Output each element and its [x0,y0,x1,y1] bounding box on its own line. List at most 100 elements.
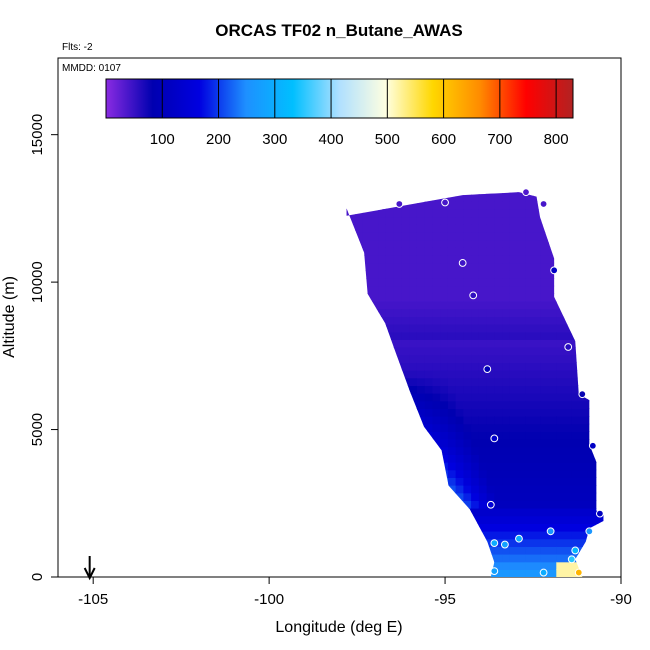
field-cell [595,477,604,486]
field-cell [478,462,488,471]
field-cell [432,270,441,279]
field-cell [564,515,573,524]
field-cell [502,508,511,517]
field-cell [409,508,418,517]
field-cell [455,270,464,279]
field-cell [517,255,526,264]
field-cell [556,192,565,195]
field-cell [602,354,604,363]
field-cell [540,393,550,402]
field-cell [385,216,395,225]
field-cell [432,362,441,371]
field-cell [587,377,596,386]
field-cell [346,339,348,348]
field-cell [486,554,495,563]
field-cell [494,209,503,218]
field-cell [587,201,596,210]
field-cell [486,192,495,195]
field-cell [362,278,371,287]
field-cell [385,439,395,448]
field-cell [494,546,503,555]
field-cell [579,500,588,509]
field-cell [401,538,410,547]
field-cell [432,377,441,386]
field-cell [564,285,573,294]
field-cell [486,515,495,524]
field-cell [587,347,596,356]
field-cell [517,393,526,402]
field-cell [602,247,604,256]
field-cell [595,192,604,195]
field-cell [517,408,526,417]
field-cell [595,462,604,471]
field-cell [362,439,371,448]
field-cell [432,508,441,517]
field-cell [393,485,402,494]
field-cell [602,569,604,577]
field-cell [347,239,356,248]
field-cell [525,301,534,310]
field-cell [362,431,371,440]
field-cell [494,377,503,386]
field-cell [502,515,511,524]
field-cell [510,178,518,186]
x-tick-label: -95 [434,591,456,608]
field-cell [424,354,433,363]
field-cell [447,247,457,256]
field-cell [478,224,488,233]
field-cell [517,247,526,256]
field-cell [370,193,379,202]
field-cell [355,270,364,279]
field-cell [610,247,618,255]
field-cell [579,192,588,195]
field-cell [401,385,410,394]
field-cell [455,485,464,494]
field-cell [471,515,480,524]
field-cell [409,278,418,287]
field-cell [401,416,410,425]
field-cell [587,209,596,218]
field-cell [548,232,557,241]
field-cell [346,492,348,501]
field-cell [378,423,387,432]
field-cell [378,554,387,563]
field-cell [525,508,534,517]
field-cell [401,523,410,532]
field-cell [556,569,565,577]
field-cell [378,347,387,356]
field-cell [378,515,387,524]
field-cell [517,301,526,310]
field-cell [416,339,426,348]
field-cell [378,247,387,256]
field-cell [355,500,364,509]
field-cell [540,347,550,356]
field-cell [416,554,426,563]
field-cell [432,446,441,455]
field-cell [564,293,573,302]
field-cell [401,554,410,563]
field-cell [533,554,542,563]
field-cell [478,270,488,279]
field-cell [525,331,534,340]
field-cell [540,538,550,547]
observation-point [515,534,523,543]
field-cell [502,278,511,287]
field-cell [401,439,410,448]
field-cell [471,385,480,394]
field-cell [401,393,410,402]
field-cell [571,278,580,287]
field-cell [486,216,495,225]
field-cell [409,216,418,225]
field-cell [471,201,480,210]
field-cell [378,492,387,501]
field-cell [517,232,526,241]
field-cell [602,408,604,417]
field-cell [471,431,480,440]
field-cell [517,439,526,448]
field-cell [602,515,604,524]
field-cell [346,416,348,425]
field-cell [447,385,457,394]
field-cell [571,400,580,409]
field-cell [455,492,464,501]
field-cell [416,362,426,371]
